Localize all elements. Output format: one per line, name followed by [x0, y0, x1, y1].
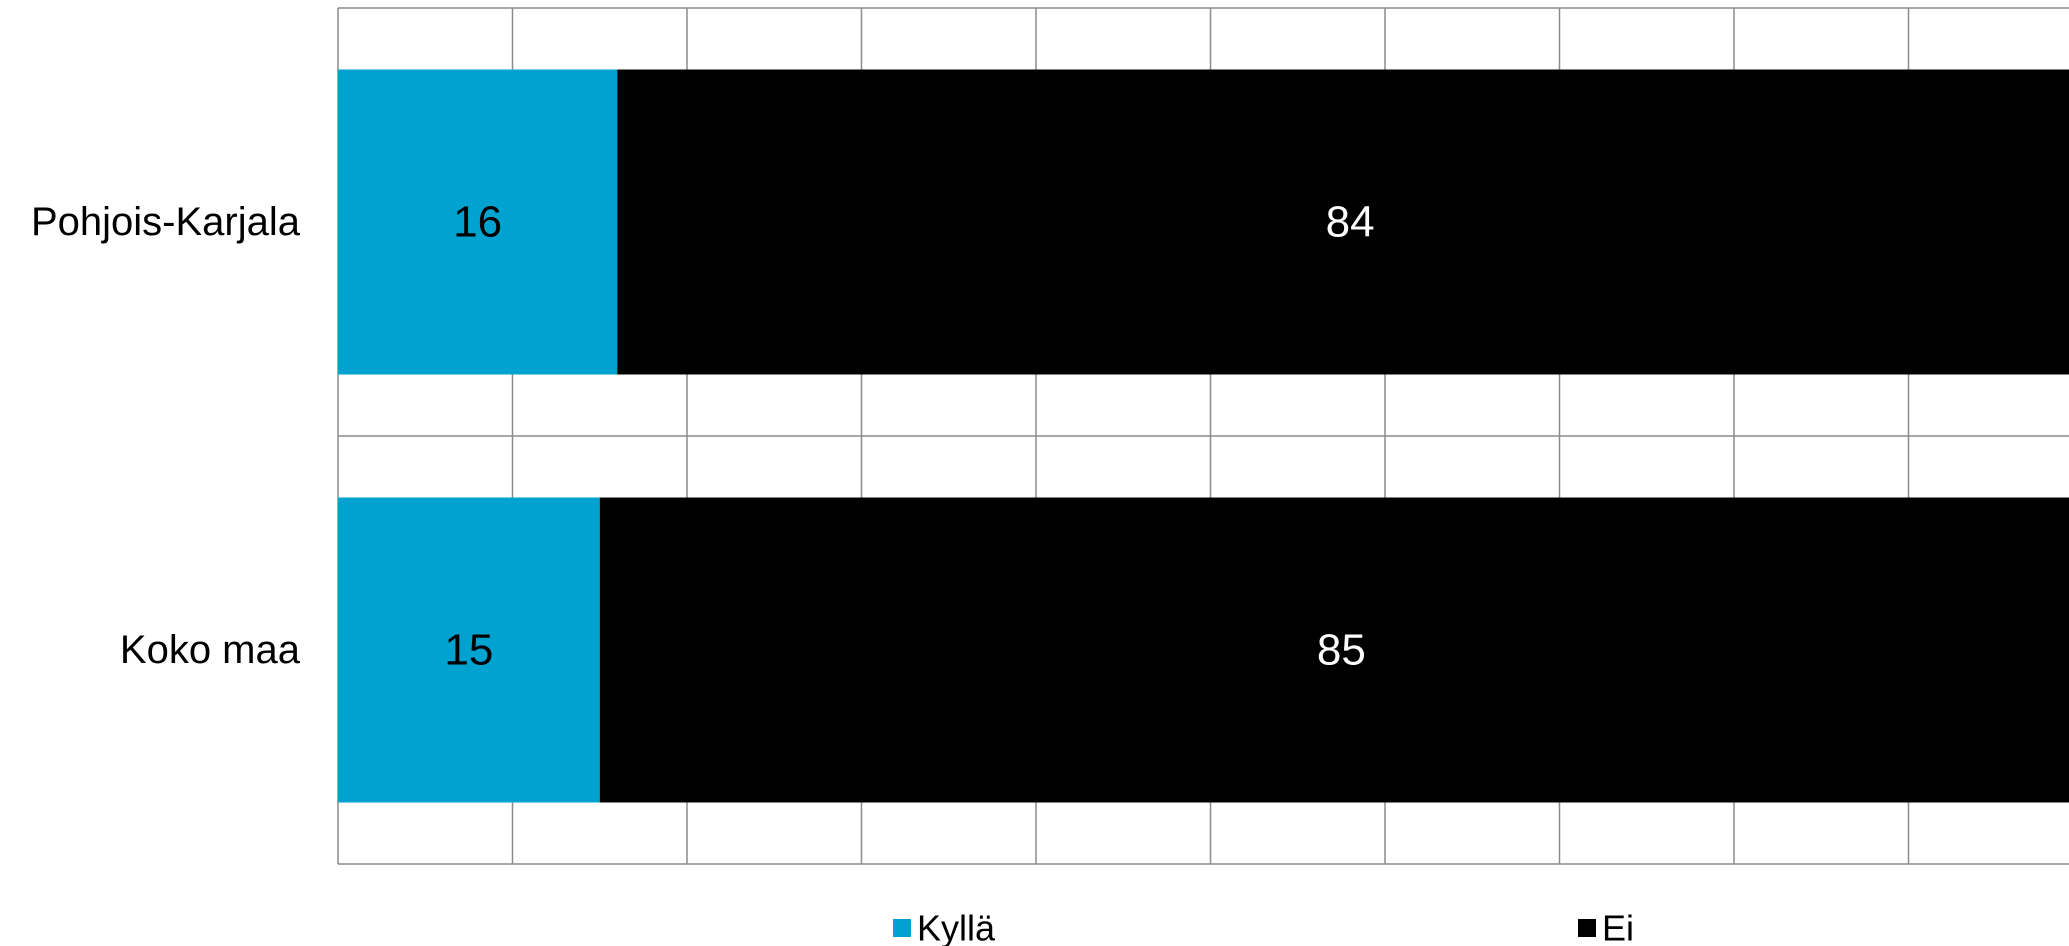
- bar-segment-kyllä: [338, 497, 600, 803]
- data-label: 84: [1326, 198, 1375, 247]
- category-labels: Pohjois-Karjala Koko maa: [31, 200, 301, 672]
- legend-label: Ei: [1602, 908, 1634, 946]
- data-label: 15: [444, 626, 493, 675]
- data-label: 16: [453, 198, 502, 247]
- data-label: 85: [1317, 626, 1366, 675]
- bar-segment-ei: [599, 497, 2069, 803]
- bar-segments: [338, 69, 2069, 803]
- legend-swatch: [1578, 919, 1596, 937]
- bar-segment-kyllä: [338, 69, 618, 375]
- category-label: Pohjois-Karjala: [31, 200, 301, 244]
- bar-segment-ei: [617, 69, 2069, 375]
- legend: Kyllä Ei: [893, 908, 1634, 946]
- legend-label: Kyllä: [917, 908, 996, 946]
- category-label: Koko maa: [120, 628, 301, 672]
- data-labels: 16 84 15 85: [444, 198, 1374, 675]
- legend-swatch: [893, 919, 911, 937]
